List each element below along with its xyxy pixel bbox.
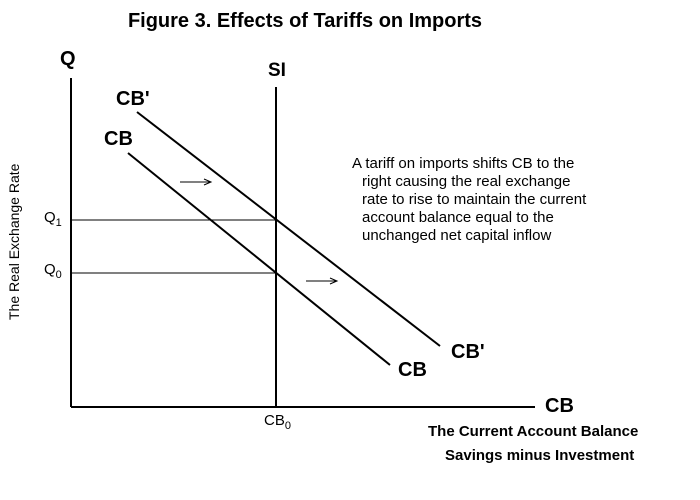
shift-arrow-lower [306, 277, 339, 285]
si-label: SI [268, 60, 286, 81]
cb-prime-label-bottom: CB' [451, 341, 485, 363]
cb-label-top: CB [104, 128, 133, 150]
cb-curve [127, 152, 391, 366]
annotation-line-4: account balance equal to the [362, 209, 554, 226]
cb-prime-curve [136, 111, 441, 347]
y-axis-label: The Real Exchange Rate [6, 163, 22, 320]
y-axis-symbol: Q [60, 48, 76, 70]
figure-title: Figure 3. Effects of Tariffs on Imports [127, 10, 483, 32]
annotation-line-1: A tariff on imports shifts CB to the [352, 155, 575, 172]
annotation-line-5: unchanged net capital inflow [362, 227, 552, 244]
x-axis-caption-1: The Current Account Balance [428, 423, 639, 440]
cb-label-bottom: CB [398, 359, 427, 381]
annotation-line-3: rate to rise to maintain the current [362, 191, 587, 208]
q0-tick-label: Q0 [44, 261, 62, 281]
shift-arrow-upper [180, 178, 213, 186]
x-axis-caption-2: Savings minus Investment [445, 447, 635, 464]
cb-prime-label-top: CB' [116, 88, 150, 110]
annotation-text: A tariff on imports shifts CB to the rig… [352, 155, 632, 245]
cb0-tick-label: CB0 [264, 412, 291, 432]
annotation-line-2: right causing the real exchange [362, 173, 571, 190]
q1-tick-label: Q1 [44, 209, 62, 229]
x-axis-symbol: CB [545, 395, 574, 417]
